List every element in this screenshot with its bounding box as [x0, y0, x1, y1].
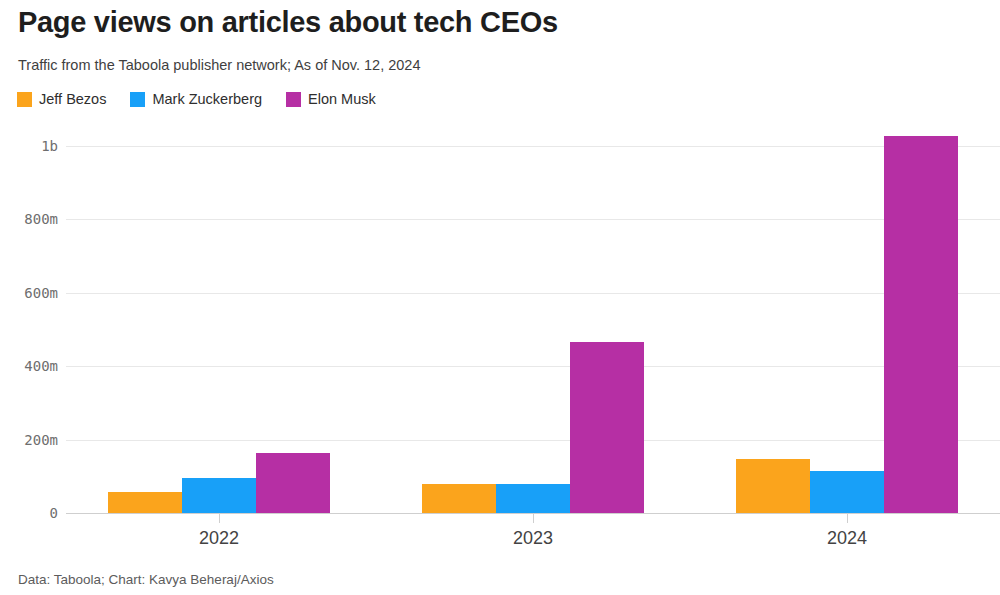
y-axis-tick-label: 600m [0, 285, 58, 301]
chart-canvas: Page views on articles about tech CEOs T… [0, 0, 1000, 595]
legend-item-elon-musk: Elon Musk [286, 91, 376, 107]
bar-mark-zuckerberg-2024 [810, 471, 884, 513]
x-axis-label-2023: 2023 [473, 528, 593, 549]
x-axis-tick [847, 514, 848, 523]
bar-mark-zuckerberg-2023 [496, 484, 570, 513]
legend-swatch-mark-zuckerberg-icon [130, 92, 145, 107]
source-credit: Data: Taboola; Chart: Kavya Beheraj/Axio… [18, 572, 274, 587]
y-axis-tick-label: 200m [0, 432, 58, 448]
x-axis-tick [219, 514, 220, 523]
y-axis-tick-label: 400m [0, 358, 58, 374]
chart-title: Page views on articles about tech CEOs [18, 6, 558, 39]
legend-label: Elon Musk [308, 91, 376, 107]
legend-item-mark-zuckerberg: Mark Zuckerberg [130, 91, 262, 107]
bar-mark-zuckerberg-2022 [182, 478, 256, 513]
bar-elon-musk-2022 [256, 453, 330, 513]
legend-label: Jeff Bezos [39, 91, 106, 107]
y-axis-tick-label: 1b [0, 138, 58, 154]
gridline-800m [66, 219, 1000, 220]
gridline-200m [66, 440, 1000, 441]
y-axis-tick-label: 800m [0, 211, 58, 227]
gridline-600m [66, 293, 1000, 294]
legend-swatch-jeff-bezos-icon [17, 92, 32, 107]
legend: Jeff Bezos Mark Zuckerberg Elon Musk [17, 91, 376, 107]
gridline-400m [66, 366, 1000, 367]
x-axis-label-2022: 2022 [159, 528, 279, 549]
y-axis-tick-label: 0 [0, 505, 58, 521]
bar-jeff-bezos-2023 [422, 484, 496, 513]
legend-item-jeff-bezos: Jeff Bezos [17, 91, 106, 107]
bar-elon-musk-2023 [570, 342, 644, 513]
bar-jeff-bezos-2024 [736, 459, 810, 513]
legend-swatch-elon-musk-icon [286, 92, 301, 107]
bar-elon-musk-2024 [884, 136, 958, 513]
x-axis-tick [533, 514, 534, 523]
bar-jeff-bezos-2022 [108, 492, 182, 513]
legend-label: Mark Zuckerberg [152, 91, 262, 107]
gridline-1b [66, 146, 1000, 147]
chart-subtitle: Traffic from the Taboola publisher netwo… [18, 57, 420, 73]
x-axis-label-2024: 2024 [787, 528, 907, 549]
